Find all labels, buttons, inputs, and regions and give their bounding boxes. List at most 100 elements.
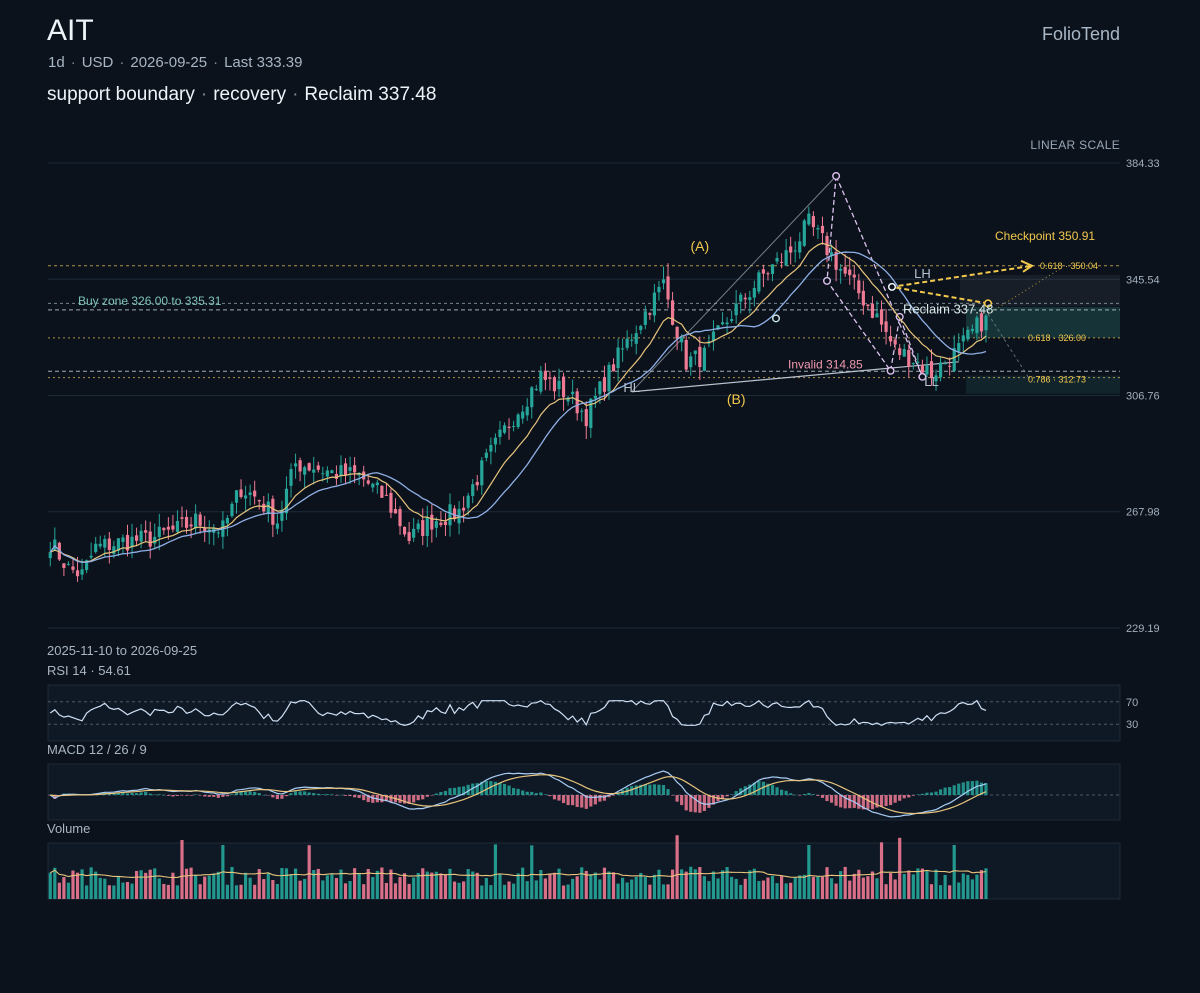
- volume-bar: [85, 885, 89, 899]
- buy-zone-label: Buy zone 326.00 to 335.31: [78, 294, 222, 308]
- pivot-point-marker: [886, 366, 895, 375]
- projection-arrowhead: [1020, 259, 1035, 273]
- volume-bar: [929, 884, 934, 899]
- macd-hist-bar: [148, 793, 152, 795]
- volume-bar: [807, 845, 811, 899]
- volume-bar: [630, 879, 634, 899]
- macd-hist-bar: [153, 794, 157, 796]
- volume-bar: [480, 885, 484, 899]
- candle-body: [380, 485, 384, 498]
- macd-hist-bar: [512, 788, 516, 795]
- volume-bar: [430, 872, 434, 899]
- volume-bar: [530, 845, 534, 899]
- candle-body: [89, 555, 93, 558]
- projection-start-marker: [983, 299, 993, 308]
- volume-bar: [80, 869, 84, 899]
- volume-bar: [462, 881, 466, 899]
- volume-bar: [907, 870, 911, 899]
- candle-body: [870, 303, 875, 318]
- brand-logo-text: FolioTend: [1041, 24, 1120, 44]
- macd-hist-bar: [984, 783, 988, 795]
- candle-body: [334, 473, 339, 479]
- macd-hist-bar: [571, 795, 575, 806]
- volume-bar: [471, 871, 475, 899]
- volume-bar: [230, 866, 234, 899]
- volume-bar: [384, 882, 388, 899]
- macd-hist-bar: [180, 795, 184, 796]
- candle-body: [884, 321, 888, 333]
- scale-mode-toggle[interactable]: LINEAR SCALE: [1030, 138, 1120, 152]
- pattern-leg-1: [835, 175, 924, 378]
- invalid-label: Invalid 314.85: [788, 357, 863, 371]
- volume-bar: [802, 874, 806, 899]
- macd-hist-bar: [766, 783, 770, 795]
- candle-body: [443, 521, 448, 526]
- candle-body: [748, 297, 752, 300]
- volume-bar: [670, 869, 675, 899]
- macd-hist-bar: [121, 792, 125, 795]
- candle-body: [280, 509, 284, 521]
- candle-body: [902, 349, 906, 357]
- volume-bar: [948, 885, 952, 899]
- candle-body: [725, 322, 729, 325]
- volume-bar: [434, 871, 438, 899]
- macd-hist-bar: [303, 791, 307, 795]
- candle-body: [829, 252, 834, 256]
- projection-lower-guide: [987, 313, 1031, 381]
- candle-body: [171, 525, 175, 530]
- candle-body: [507, 426, 511, 428]
- macd-signal-line: [50, 774, 987, 815]
- volume-bar: [984, 868, 988, 899]
- macd-hist-bar: [412, 795, 416, 803]
- volume-bar: [275, 883, 279, 899]
- macd-hist-bar: [244, 791, 248, 795]
- wave-label: (A): [690, 238, 709, 254]
- candle-body: [948, 365, 952, 367]
- macd-hist-bar: [353, 795, 357, 798]
- volume-bar: [148, 869, 152, 899]
- volume-bar: [516, 873, 520, 899]
- candle-body: [53, 539, 57, 551]
- candle-body: [543, 370, 547, 381]
- volume-bar: [743, 878, 747, 899]
- macd-hist-bar: [330, 794, 334, 795]
- candle-body: [434, 521, 438, 528]
- candle-body: [407, 532, 411, 541]
- candle-body: [684, 339, 688, 370]
- support-band: [966, 375, 1120, 394]
- macd-hist-bar: [457, 786, 461, 795]
- candle-body: [566, 397, 570, 402]
- macd-hist-bar: [475, 783, 479, 795]
- volume-bar: [539, 869, 543, 899]
- volume-bar: [811, 876, 815, 899]
- candle-body: [98, 543, 102, 547]
- candle-body: [330, 470, 334, 474]
- macd-hist-bar: [462, 786, 466, 795]
- volume-bar: [484, 877, 488, 899]
- volume-bar: [748, 870, 752, 899]
- candle-body: [343, 463, 348, 476]
- volume-bar: [439, 873, 443, 899]
- candle-body: [421, 520, 425, 537]
- macd-hist-bar: [194, 794, 198, 795]
- candle-body: [262, 503, 266, 512]
- macd-hist-bar: [280, 795, 284, 799]
- macd-hist-bar: [225, 795, 230, 797]
- volume-bar: [307, 845, 311, 899]
- macd-hist-bar: [221, 795, 225, 797]
- candle-body: [943, 363, 947, 365]
- candle-body: [961, 335, 965, 342]
- macd-hist-bar: [689, 795, 693, 812]
- macd-hist-bar: [748, 784, 752, 795]
- candle-body: [303, 467, 307, 475]
- volume-bar: [857, 869, 861, 899]
- volume-bar: [920, 868, 924, 899]
- macd-hist-bar: [848, 795, 852, 809]
- macd-hist-bar: [752, 782, 756, 795]
- volume-bar: [893, 879, 897, 899]
- candle-body: [307, 463, 311, 471]
- macd-hist-bar: [889, 795, 893, 806]
- macd-hist-bar: [480, 781, 484, 795]
- volume-bar: [739, 884, 743, 899]
